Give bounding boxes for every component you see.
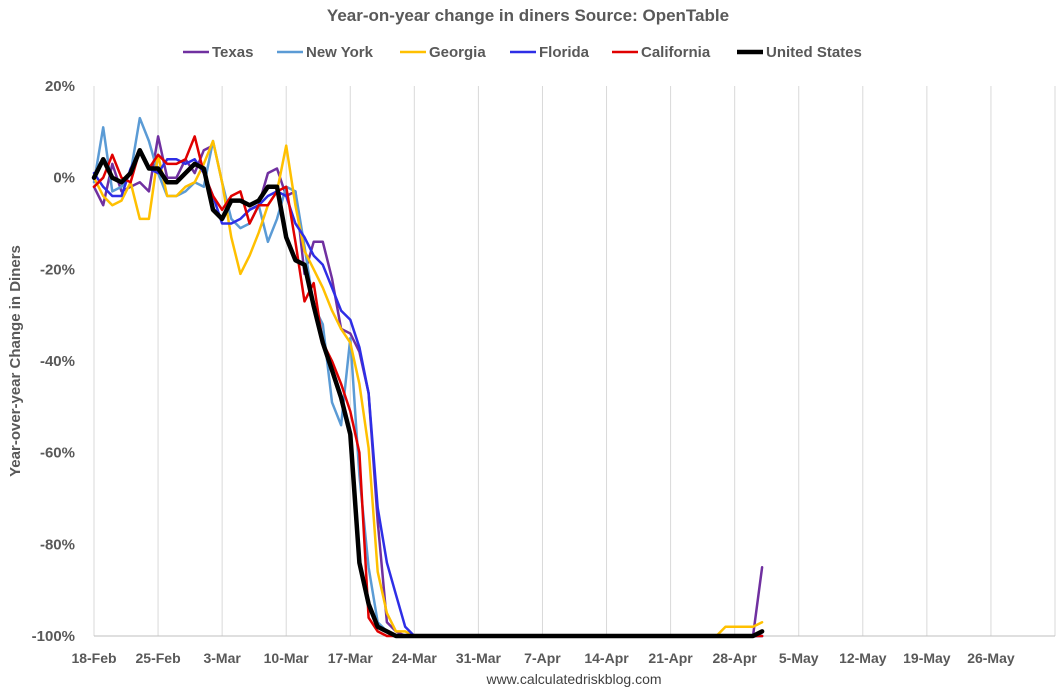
x-tick-label: 3-Mar [203, 650, 241, 666]
legend-label-new-york: New York [306, 44, 374, 61]
x-axis: 18-Feb 25-Feb 3-Mar 10-Mar 17-Mar 24-Mar 31-Ma… [71, 650, 1014, 666]
x-tick-label: 14-Apr [584, 650, 629, 666]
x-tick-label: 19-May [903, 650, 951, 666]
y-axis-label: Year-over-year Change in Diners [7, 245, 24, 477]
y-tick-label: -100% [32, 628, 75, 645]
y-axis: 20% 0% -20% -40% -60% -80% -100% [32, 78, 75, 645]
y-tick-label: 0% [53, 170, 75, 187]
legend-label-florida: Florida [539, 44, 590, 61]
legend-label-texas: Texas [212, 44, 253, 61]
x-tick-label: 12-May [839, 650, 887, 666]
y-tick-label: 20% [45, 78, 75, 95]
x-tick-label: 28-Apr [712, 650, 757, 666]
series-line-georgia [92, 139, 764, 638]
x-tick-label: 25-Feb [136, 650, 181, 666]
source-note: www.calculatedriskblog.com [485, 671, 661, 687]
x-tick-label: 5-May [779, 650, 819, 666]
x-tick-label: 10-Mar [264, 650, 310, 666]
y-tick-label: -60% [40, 445, 75, 462]
chart-title: Year-on-year change in diners Source: Op… [327, 6, 729, 25]
series-line-united-states [91, 147, 765, 639]
x-tick-label: 24-Mar [392, 650, 438, 666]
y-tick-label: -80% [40, 536, 75, 553]
series-line-california [92, 135, 764, 638]
series-group [91, 116, 765, 639]
x-tick-label: 18-Feb [71, 650, 116, 666]
series-line-texas [92, 135, 764, 638]
grid [93, 86, 1056, 637]
series-line-florida [92, 148, 764, 638]
legend-label-georgia: Georgia [429, 44, 486, 61]
y-tick-label: -20% [40, 261, 75, 278]
series-line-new-york [92, 116, 764, 638]
x-tick-label: 7-Apr [524, 650, 561, 666]
x-tick-label: 17-Mar [328, 650, 374, 666]
legend-label-united-states: United States [766, 44, 862, 61]
x-tick-label: 21-Apr [648, 650, 693, 666]
x-tick-label: 26-May [967, 650, 1015, 666]
legend-label-california: California [641, 44, 711, 61]
y-tick-label: -40% [40, 353, 75, 370]
x-tick-label: 31-Mar [456, 650, 502, 666]
legend: Texas New York Georgia Florida California Uni… [183, 44, 862, 61]
